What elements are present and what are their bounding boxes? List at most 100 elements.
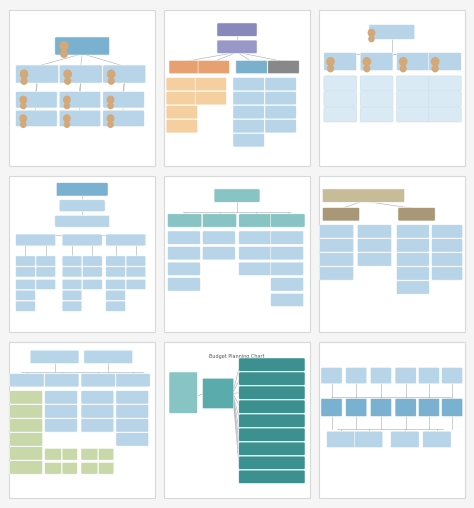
FancyBboxPatch shape bbox=[214, 189, 260, 202]
FancyBboxPatch shape bbox=[116, 391, 149, 404]
FancyBboxPatch shape bbox=[16, 65, 59, 83]
FancyBboxPatch shape bbox=[357, 253, 392, 266]
FancyBboxPatch shape bbox=[428, 91, 461, 107]
FancyBboxPatch shape bbox=[84, 350, 133, 364]
FancyBboxPatch shape bbox=[239, 470, 305, 484]
FancyBboxPatch shape bbox=[271, 214, 305, 227]
FancyBboxPatch shape bbox=[81, 462, 98, 474]
FancyBboxPatch shape bbox=[319, 253, 354, 266]
FancyBboxPatch shape bbox=[10, 461, 43, 474]
FancyBboxPatch shape bbox=[10, 391, 43, 404]
FancyBboxPatch shape bbox=[81, 391, 114, 404]
FancyBboxPatch shape bbox=[56, 183, 108, 196]
FancyBboxPatch shape bbox=[16, 91, 57, 108]
FancyBboxPatch shape bbox=[9, 176, 155, 332]
FancyBboxPatch shape bbox=[418, 398, 439, 417]
FancyBboxPatch shape bbox=[116, 373, 150, 387]
FancyBboxPatch shape bbox=[265, 91, 296, 105]
FancyBboxPatch shape bbox=[319, 239, 354, 252]
FancyBboxPatch shape bbox=[360, 91, 393, 107]
FancyBboxPatch shape bbox=[195, 77, 227, 91]
Circle shape bbox=[20, 70, 27, 78]
FancyBboxPatch shape bbox=[360, 52, 393, 71]
FancyBboxPatch shape bbox=[45, 373, 79, 387]
FancyBboxPatch shape bbox=[45, 462, 62, 474]
Circle shape bbox=[65, 78, 71, 84]
FancyBboxPatch shape bbox=[167, 262, 201, 275]
FancyBboxPatch shape bbox=[106, 234, 146, 246]
FancyBboxPatch shape bbox=[396, 281, 429, 294]
FancyBboxPatch shape bbox=[239, 372, 305, 386]
FancyBboxPatch shape bbox=[431, 253, 463, 266]
FancyBboxPatch shape bbox=[59, 91, 101, 108]
FancyBboxPatch shape bbox=[16, 279, 36, 290]
FancyBboxPatch shape bbox=[106, 301, 126, 311]
Circle shape bbox=[108, 103, 113, 109]
FancyBboxPatch shape bbox=[164, 342, 310, 498]
FancyBboxPatch shape bbox=[126, 267, 146, 277]
FancyBboxPatch shape bbox=[167, 231, 201, 244]
FancyBboxPatch shape bbox=[321, 367, 342, 384]
FancyBboxPatch shape bbox=[239, 442, 305, 456]
Circle shape bbox=[21, 78, 27, 84]
FancyBboxPatch shape bbox=[16, 234, 56, 246]
FancyBboxPatch shape bbox=[217, 23, 257, 37]
Circle shape bbox=[21, 122, 26, 128]
FancyBboxPatch shape bbox=[166, 77, 198, 91]
FancyBboxPatch shape bbox=[398, 208, 435, 221]
Circle shape bbox=[64, 115, 70, 122]
FancyBboxPatch shape bbox=[355, 431, 383, 448]
FancyBboxPatch shape bbox=[369, 24, 415, 40]
FancyBboxPatch shape bbox=[396, 76, 429, 91]
FancyBboxPatch shape bbox=[395, 398, 416, 417]
Text: orgchart-with-phones2021031...: orgchart-with-phones2021031... bbox=[9, 184, 155, 194]
FancyBboxPatch shape bbox=[324, 91, 356, 107]
Circle shape bbox=[109, 78, 114, 84]
FancyBboxPatch shape bbox=[16, 110, 57, 126]
FancyBboxPatch shape bbox=[106, 256, 126, 266]
FancyBboxPatch shape bbox=[82, 279, 102, 290]
FancyBboxPatch shape bbox=[10, 373, 44, 387]
FancyBboxPatch shape bbox=[103, 65, 146, 83]
FancyBboxPatch shape bbox=[36, 279, 56, 290]
FancyBboxPatch shape bbox=[271, 246, 303, 260]
Circle shape bbox=[64, 97, 70, 103]
Circle shape bbox=[363, 58, 371, 66]
FancyBboxPatch shape bbox=[233, 119, 264, 133]
Circle shape bbox=[64, 70, 71, 78]
FancyBboxPatch shape bbox=[370, 367, 392, 384]
FancyBboxPatch shape bbox=[169, 372, 198, 414]
FancyBboxPatch shape bbox=[10, 433, 43, 446]
FancyBboxPatch shape bbox=[418, 367, 439, 384]
Text: Org_Chart with shape data mac: Org_Chart with shape data mac bbox=[165, 184, 309, 194]
FancyBboxPatch shape bbox=[62, 267, 82, 277]
FancyBboxPatch shape bbox=[10, 405, 43, 418]
FancyBboxPatch shape bbox=[81, 373, 115, 387]
FancyBboxPatch shape bbox=[81, 405, 114, 418]
Circle shape bbox=[364, 66, 370, 72]
FancyBboxPatch shape bbox=[265, 106, 296, 119]
FancyBboxPatch shape bbox=[233, 134, 264, 147]
Text: Org_Chart (26): Org_Chart (26) bbox=[358, 184, 425, 194]
FancyBboxPatch shape bbox=[62, 301, 82, 311]
FancyBboxPatch shape bbox=[62, 279, 82, 290]
FancyBboxPatch shape bbox=[319, 225, 354, 238]
Circle shape bbox=[20, 115, 27, 122]
FancyBboxPatch shape bbox=[116, 433, 149, 446]
FancyBboxPatch shape bbox=[271, 262, 303, 275]
Circle shape bbox=[60, 42, 68, 50]
FancyBboxPatch shape bbox=[239, 400, 305, 414]
Circle shape bbox=[64, 103, 70, 109]
FancyBboxPatch shape bbox=[62, 234, 102, 246]
FancyBboxPatch shape bbox=[239, 231, 272, 244]
FancyBboxPatch shape bbox=[116, 419, 149, 432]
FancyBboxPatch shape bbox=[16, 301, 36, 311]
FancyBboxPatch shape bbox=[322, 208, 360, 221]
Circle shape bbox=[107, 115, 114, 122]
FancyBboxPatch shape bbox=[45, 391, 78, 404]
FancyBboxPatch shape bbox=[9, 342, 155, 498]
FancyBboxPatch shape bbox=[116, 405, 149, 418]
Circle shape bbox=[327, 58, 334, 66]
FancyBboxPatch shape bbox=[59, 110, 101, 126]
FancyBboxPatch shape bbox=[202, 214, 237, 227]
